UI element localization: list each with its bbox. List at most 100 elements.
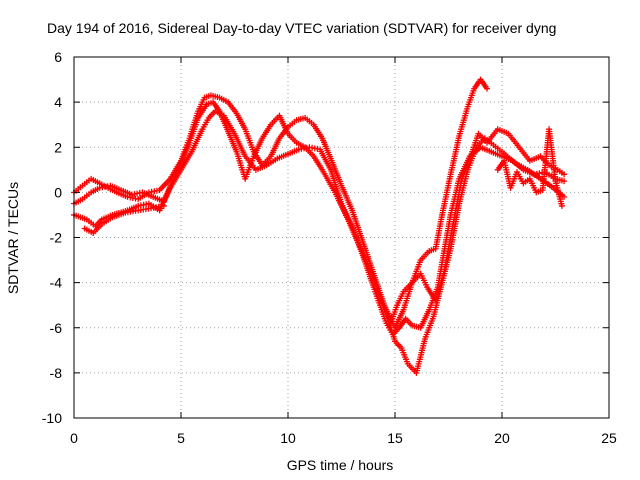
- data-point-fill: [161, 180, 175, 203]
- data-point-fill: [333, 191, 350, 221]
- data-point-fill: [402, 281, 414, 293]
- data-point-fill: [303, 146, 315, 158]
- data-point-fill: [388, 304, 400, 324]
- y-axis-label: SDTVAR / TECUs: [5, 182, 21, 294]
- chart-title: Day 194 of 2016, Sidereal Day-to-day VTE…: [47, 20, 556, 36]
- y-tick-label: -6: [50, 320, 63, 336]
- data-point-fill: [433, 214, 445, 250]
- data-point-fill: [187, 110, 201, 139]
- data-point-fill: [419, 249, 431, 262]
- data-point-fill: [107, 186, 118, 195]
- data-point-fill: [79, 214, 88, 222]
- data-point-fill: [131, 189, 143, 198]
- data-point-fill: [217, 110, 231, 133]
- data-point-fill: [311, 155, 324, 171]
- data-point-fill: [287, 147, 300, 157]
- y-tick-label: -10: [42, 410, 62, 426]
- data-point-fill: [109, 183, 122, 193]
- data-point-fill: [439, 173, 454, 216]
- data-point-fill: [260, 123, 273, 140]
- data-point-fill: [506, 132, 521, 149]
- x-tick-label: 20: [494, 430, 510, 446]
- data-point-fill: [414, 338, 428, 374]
- y-tick-label: 4: [54, 94, 62, 110]
- data-point-fill: [101, 215, 114, 226]
- data-point: [160, 202, 167, 209]
- data-point-fill: [98, 181, 110, 190]
- data-point-fill: [428, 246, 437, 254]
- data-point-fill: [276, 151, 289, 161]
- data-point-fill: [158, 177, 172, 192]
- data-point-fill: [196, 96, 207, 112]
- data-point-fill: [418, 272, 429, 288]
- data-point-fill: [393, 340, 403, 350]
- data-point-fill: [261, 155, 273, 167]
- data-point-fill: [399, 347, 410, 365]
- data-point-fill: [320, 168, 337, 194]
- data-point-fill: [179, 150, 194, 171]
- data-point: [561, 171, 568, 178]
- data-point-fill: [477, 132, 489, 144]
- axis-ticks: 0 5 10 15 20 25 -10 -8 -6 -4 -2 0 2 4 6: [42, 49, 617, 446]
- data-point-fill: [411, 323, 422, 331]
- data-point-fill: [81, 191, 92, 201]
- data-point-fill: [115, 190, 129, 199]
- x-axis-label: GPS time / hours: [287, 457, 394, 473]
- data-point-fill: [168, 159, 183, 180]
- data-point: [558, 202, 565, 209]
- data-point-fill: [90, 186, 101, 195]
- data-point-fill: [450, 180, 464, 227]
- data-point-fill: [404, 317, 414, 327]
- data-point-fill: [339, 184, 355, 212]
- data-point-fill: [490, 149, 503, 159]
- data-point-fill: [210, 92, 221, 100]
- data-point-fill: [295, 115, 306, 123]
- x-tick-label: 10: [280, 430, 296, 446]
- y-tick-label: -8: [50, 365, 63, 381]
- data-point-fill: [553, 180, 565, 207]
- data-point-fill: [349, 209, 366, 243]
- data-point-fill: [492, 143, 503, 154]
- data-point-fill: [526, 168, 542, 181]
- data-point-fill: [467, 133, 481, 160]
- data-point-fill: [211, 100, 222, 113]
- data-point-fill: [203, 93, 212, 100]
- data-point-fill: [418, 308, 432, 329]
- data-point-fill: [218, 95, 229, 104]
- data-point-fill: [311, 123, 324, 140]
- data-point-fill: [298, 144, 310, 152]
- data-point-fill: [232, 132, 248, 158]
- data-point-fill: [309, 144, 321, 152]
- data-point-fill: [94, 218, 104, 228]
- y-tick-label: 2: [54, 139, 62, 155]
- data-point-fill: [304, 116, 315, 126]
- x-tick-label: 25: [601, 430, 617, 446]
- data-point-fill: [73, 212, 82, 220]
- data-point-fill: [226, 101, 239, 115]
- y-tick-label: 6: [54, 49, 62, 65]
- data-point-fill: [393, 308, 406, 329]
- series-track-4: [81, 126, 568, 327]
- data-point-fill: [360, 241, 376, 275]
- data-point-fill: [345, 218, 363, 250]
- data-point-fill: [441, 214, 454, 252]
- data-point-fill: [556, 168, 565, 176]
- data-point-fill: [200, 117, 211, 130]
- data-point-fill: [456, 105, 471, 137]
- data-point-fill: [81, 177, 92, 187]
- y-tick-label: -2: [50, 230, 63, 246]
- data-point-fill: [137, 190, 150, 201]
- data-point-fill: [265, 156, 279, 167]
- data-point-fill: [277, 125, 290, 140]
- x-tick-label: 5: [177, 430, 185, 446]
- y-tick-label: 0: [54, 184, 62, 200]
- x-tick-label: 15: [387, 430, 403, 446]
- data-point-fill: [207, 109, 217, 120]
- data-point-fill: [137, 201, 150, 209]
- data-point-fill: [529, 154, 542, 163]
- data-point-fill: [73, 197, 84, 206]
- data-point-fill: [479, 145, 493, 154]
- data-point-fill: [328, 168, 344, 205]
- series-track-3: [71, 76, 491, 331]
